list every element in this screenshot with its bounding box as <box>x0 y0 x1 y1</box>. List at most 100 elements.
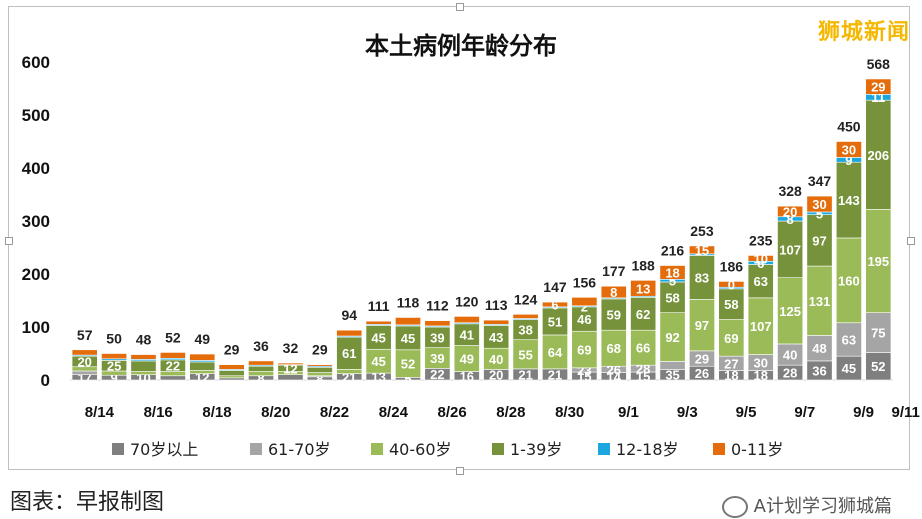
bar-segment <box>130 354 157 360</box>
segment-label: 38 <box>518 323 532 338</box>
segment-label: 15 <box>695 243 709 258</box>
bar-segment <box>659 312 686 362</box>
segment-label: 62 <box>636 307 650 322</box>
y-tick-label: 100 <box>22 318 50 337</box>
total-label: 253 <box>690 223 714 239</box>
x-tick-label: 8/26 <box>438 404 467 421</box>
total-label: 112 <box>426 298 449 314</box>
resize-handle-right[interactable] <box>907 237 915 245</box>
segment-label: 83 <box>695 270 709 285</box>
bar-segment <box>130 360 157 372</box>
legend-swatch <box>713 443 725 455</box>
total-label: 568 <box>867 56 891 72</box>
bar-segment <box>542 334 568 370</box>
bar-segment <box>483 319 510 325</box>
segment-label: 49 <box>460 352 474 367</box>
bar-segment <box>689 255 715 300</box>
segment-label: 66 <box>636 341 650 356</box>
segment-label: 18 <box>665 265 679 280</box>
bar-segment <box>189 370 216 374</box>
segment-label: 43 <box>489 330 503 345</box>
segment-label: 18 <box>753 368 767 383</box>
segment-label: 0 <box>728 277 735 292</box>
total-label: 120 <box>455 293 479 309</box>
bar-segment <box>395 349 421 378</box>
segment-label: 5 <box>404 372 411 387</box>
total-label: 235 <box>749 232 773 248</box>
segment-label: 97 <box>695 318 709 333</box>
bar-segment <box>71 349 98 356</box>
bar-segment <box>218 364 245 370</box>
bar-segment <box>101 353 128 360</box>
total-label: 156 <box>573 274 597 290</box>
bar-segment <box>718 281 745 288</box>
segment-label: 9 <box>845 153 852 168</box>
segment-label: 18 <box>724 368 738 383</box>
bar-segment <box>747 255 774 262</box>
y-tick-label: 500 <box>22 106 50 125</box>
bar-segment <box>806 265 833 336</box>
total-label: 50 <box>106 331 122 347</box>
segment-label: 29 <box>695 352 709 367</box>
y-tick-label: 300 <box>22 212 50 231</box>
bar-segment <box>747 264 774 299</box>
legend-label: 12-18岁 <box>616 440 679 459</box>
y-tick-label: 400 <box>22 159 50 178</box>
legend-swatch <box>598 443 610 455</box>
segment-label: 10 <box>753 251 767 266</box>
resize-handle-left[interactable] <box>5 237 13 245</box>
segment-label: 45 <box>401 331 415 346</box>
segment-label: 63 <box>842 332 856 347</box>
segment-label: 69 <box>724 331 738 346</box>
x-tick-label: 8/22 <box>320 404 349 421</box>
segment-label: 125 <box>779 304 801 319</box>
total-label: 328 <box>778 183 802 199</box>
legend-label: 0-11岁 <box>731 440 783 459</box>
bar-segment <box>336 336 363 370</box>
segment-label: 6 <box>757 256 764 271</box>
bar-segment <box>306 372 333 377</box>
segment-label: 15 <box>577 369 591 384</box>
segment-label: 59 <box>607 308 621 323</box>
resize-handle-top[interactable] <box>456 3 464 11</box>
total-label: 32 <box>283 340 299 356</box>
segment-label: 15 <box>636 369 650 384</box>
segment-label: 22 <box>430 367 444 382</box>
segment-label: 5 <box>669 274 676 289</box>
segment-label: 28 <box>783 366 797 381</box>
segment-label: 27 <box>724 356 738 371</box>
segment-label: 41 <box>460 328 474 343</box>
bar-segment <box>71 370 98 375</box>
total-label: 188 <box>631 257 655 273</box>
bar-segment <box>659 361 686 370</box>
segment-label: 75 <box>871 326 885 341</box>
x-tick-label: 8/14 <box>85 404 115 421</box>
y-tick-label: 200 <box>22 265 50 284</box>
segment-label: 63 <box>753 274 767 289</box>
segment-label: 195 <box>867 254 889 269</box>
bar-segment <box>365 320 392 325</box>
bar-segment <box>336 329 363 337</box>
resize-handle-bottom[interactable] <box>456 467 464 475</box>
segment-label: 8 <box>787 212 794 227</box>
segment-label: 45 <box>842 361 856 376</box>
x-tick-label: 9/5 <box>736 404 757 421</box>
bar-segment <box>542 301 568 308</box>
segment-label: 29 <box>871 80 885 95</box>
bar-segment <box>689 245 715 255</box>
x-tick-label: 8/20 <box>261 404 290 421</box>
segment-label: 64 <box>548 345 563 360</box>
x-tick-label: 9/3 <box>677 404 698 421</box>
x-tick-label: 9/7 <box>794 404 815 421</box>
bar-segment <box>130 371 157 375</box>
segment-label: 20 <box>489 368 503 383</box>
bar-segment <box>159 375 186 381</box>
bar-segment <box>248 360 274 366</box>
bar-segment <box>600 285 627 299</box>
bar-segment <box>777 220 804 279</box>
bar-segment <box>806 195 833 213</box>
bar-segment <box>630 280 657 297</box>
segment-label: 25 <box>107 359 121 374</box>
total-label: 111 <box>368 298 390 314</box>
segment-label: 39 <box>430 330 444 345</box>
